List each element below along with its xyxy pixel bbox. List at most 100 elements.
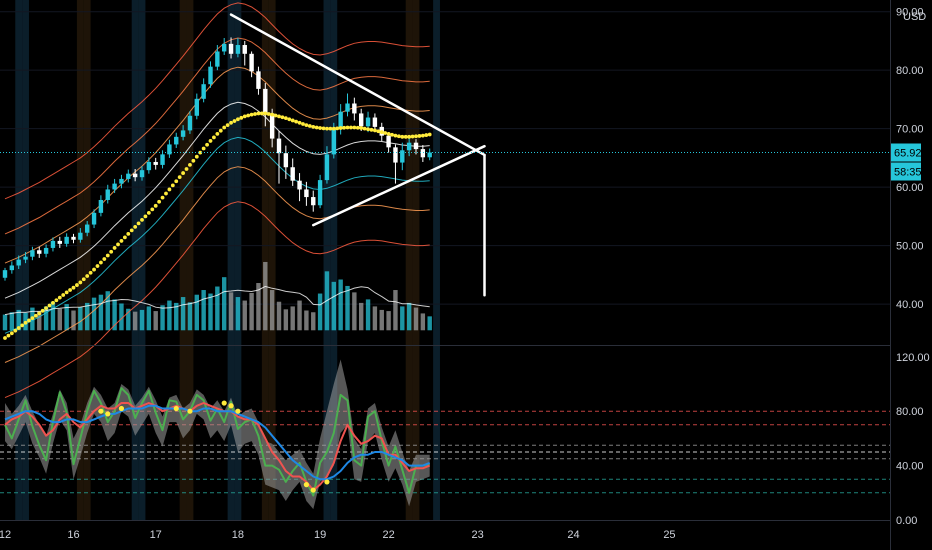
candle-body[interactable] — [290, 167, 295, 181]
ema-dot — [259, 111, 264, 116]
ema-dot — [328, 126, 333, 131]
candle-body[interactable] — [345, 103, 350, 112]
candle-body[interactable] — [167, 144, 172, 155]
candle-body[interactable] — [304, 189, 309, 198]
candle-body[interactable] — [187, 115, 193, 131]
candle-body[interactable] — [406, 142, 412, 151]
candle-body[interactable] — [372, 117, 378, 127]
candle-body[interactable] — [146, 161, 152, 171]
candle-body[interactable] — [105, 189, 110, 200]
ema-dot — [88, 270, 93, 275]
candle-body[interactable] — [228, 43, 234, 54]
volume-bar — [427, 316, 432, 331]
ema-dot — [321, 126, 326, 131]
candle-body[interactable] — [180, 130, 186, 137]
session-background — [138, 0, 146, 520]
ema-dot — [170, 183, 175, 188]
ema-dot — [102, 257, 107, 261]
trendlines[interactable] — [0, 13, 890, 297]
candle-body[interactable] — [64, 236, 69, 244]
ema-dot — [57, 295, 62, 300]
volume-bar — [119, 303, 124, 331]
ema-dot — [239, 115, 244, 120]
candle-body[interactable] — [256, 71, 261, 89]
candle-body[interactable] — [331, 129, 336, 155]
ema-dotted-line — [3, 111, 432, 340]
candle-body[interactable] — [85, 224, 90, 233]
candle-body[interactable] — [98, 199, 104, 213]
trendline[interactable] — [229, 13, 486, 157]
ema-dot — [349, 125, 353, 130]
last-price-badge[interactable] — [891, 143, 921, 162]
candle-body[interactable] — [400, 150, 405, 163]
oscillator-marker — [221, 400, 227, 406]
candle-body[interactable] — [242, 45, 247, 54]
candle-body[interactable] — [222, 43, 227, 52]
candle-body[interactable] — [249, 53, 254, 72]
candle-body[interactable] — [359, 113, 364, 127]
ema-dot — [242, 114, 247, 119]
oscillator-series-line — [4, 402, 431, 492]
ema-dot — [54, 298, 59, 303]
candle-body[interactable] — [78, 232, 83, 240]
candle-body[interactable] — [283, 153, 289, 168]
candle-body[interactable] — [386, 135, 391, 148]
candle-body[interactable] — [269, 113, 275, 139]
candle-body[interactable] — [132, 173, 138, 178]
candle-body[interactable] — [2, 270, 8, 278]
oscillator-marker — [303, 482, 309, 488]
candle-body[interactable] — [194, 98, 199, 116]
candle-body[interactable] — [30, 250, 35, 257]
candle-body[interactable] — [139, 170, 145, 178]
candle-body[interactable] — [215, 51, 220, 67]
candle-body[interactable] — [9, 265, 15, 271]
candle-body[interactable] — [393, 147, 398, 163]
candle-body[interactable] — [365, 117, 371, 127]
candle-body[interactable] — [126, 173, 131, 179]
volume-bar — [406, 302, 412, 331]
volume-bar — [290, 306, 295, 331]
candle-body[interactable] — [201, 84, 206, 99]
candle-body[interactable] — [23, 256, 28, 260]
candle-body[interactable] — [50, 240, 56, 248]
candle-body[interactable] — [297, 180, 302, 190]
candle-body[interactable] — [91, 212, 97, 225]
volume-bar — [174, 302, 179, 331]
candle-body[interactable] — [71, 236, 76, 240]
volume-bar — [338, 279, 343, 331]
volume-bar — [242, 300, 247, 331]
candle-body[interactable] — [16, 259, 21, 266]
candle-body[interactable] — [311, 197, 316, 206]
candle-body[interactable] — [263, 88, 268, 114]
session-background — [186, 0, 194, 520]
trendline[interactable] — [312, 144, 486, 227]
candle-body[interactable] — [427, 152, 432, 158]
candle-body[interactable] — [413, 142, 419, 150]
candle-body[interactable] — [153, 161, 158, 165]
candle-body[interactable] — [276, 138, 282, 154]
candle-body[interactable] — [43, 247, 49, 254]
candle-body[interactable] — [338, 111, 343, 130]
candle-body[interactable] — [352, 103, 357, 114]
ema-dot — [37, 311, 42, 316]
candle-body[interactable] — [119, 178, 124, 184]
volume-bar — [64, 304, 69, 331]
candle-body[interactable] — [112, 183, 117, 190]
candle-body[interactable] — [208, 66, 213, 85]
ema-dot — [47, 303, 52, 308]
ema-dot — [393, 133, 398, 138]
candle-body[interactable] — [235, 45, 241, 54]
ema-dot — [355, 125, 360, 130]
candle-body[interactable] — [57, 240, 62, 244]
candle-body[interactable] — [324, 154, 330, 181]
candle-body[interactable] — [160, 154, 165, 165]
price-tick-label: 60.00 — [896, 182, 924, 194]
price-candles[interactable] — [2, 37, 432, 281]
candle-body[interactable] — [317, 180, 323, 206]
candle-body[interactable] — [37, 250, 42, 254]
candle-body[interactable] — [174, 136, 179, 145]
session-background — [323, 0, 331, 520]
candle-body[interactable] — [420, 149, 426, 158]
